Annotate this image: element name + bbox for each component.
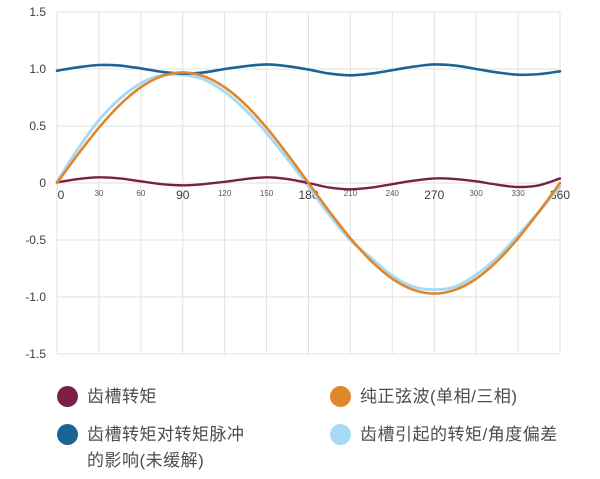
x-tick-label: 210	[344, 189, 358, 198]
legend-dot-cogging-torque	[57, 386, 78, 407]
legend-label: 齿槽转矩对转矩脉冲 的影响(未缓解)	[87, 425, 245, 470]
x-tick-label: 330	[511, 189, 525, 198]
x-tick-label: 240	[386, 189, 400, 198]
legend-label: 齿槽转矩	[87, 387, 157, 406]
y-tick-label: 0	[39, 176, 46, 190]
legend-dot-pure-sine-wave	[330, 386, 351, 407]
legend-item-pure-sine-wave: 纯正弦波(单相/三相)	[330, 384, 518, 410]
x-tick-label: 120	[218, 189, 232, 198]
x-tick-label: 60	[136, 189, 145, 198]
y-tick-label: 1.5	[29, 5, 46, 19]
legend-dot-cogging-induced-deviation	[330, 424, 351, 445]
legend-dot-torque-ripple-unmitigated	[57, 424, 78, 445]
series-line-pure-sine-wave	[55, 71, 562, 295]
line-chart: 1.51.00.50-0.5-1.0-1.50 30 60 90 120 150 180 21…	[25, 5, 570, 361]
x-tick-label: 0	[58, 188, 65, 202]
legend-item-torque-ripple-unmitigated: 齿槽转矩对转矩脉冲 的影响(未缓解)	[57, 422, 245, 474]
y-tick-label: -1.0	[25, 290, 46, 304]
y-tick-label: -1.5	[25, 347, 46, 361]
legend-item-cogging-torque: 齿槽转矩	[57, 384, 157, 410]
x-tick-label: 300	[469, 189, 483, 198]
y-tick-label: -0.5	[25, 233, 46, 247]
x-tick-label: 90	[176, 188, 190, 202]
legend-label: 纯正弦波(单相/三相)	[360, 387, 518, 406]
x-tick-label: 270	[424, 188, 444, 202]
series-line-cogging-induced-deviation	[55, 72, 562, 292]
legend-item-cogging-induced-deviation: 齿槽引起的转矩/角度偏差	[330, 422, 558, 448]
series-line-torque-ripple-unmitigated	[55, 63, 562, 77]
x-tick-label: 150	[260, 189, 274, 198]
y-tick-label: 0.5	[29, 119, 46, 133]
y-tick-label: 1.0	[29, 62, 46, 76]
legend-label: 齿槽引起的转矩/角度偏差	[360, 425, 558, 444]
x-tick-label: 30	[94, 189, 103, 198]
